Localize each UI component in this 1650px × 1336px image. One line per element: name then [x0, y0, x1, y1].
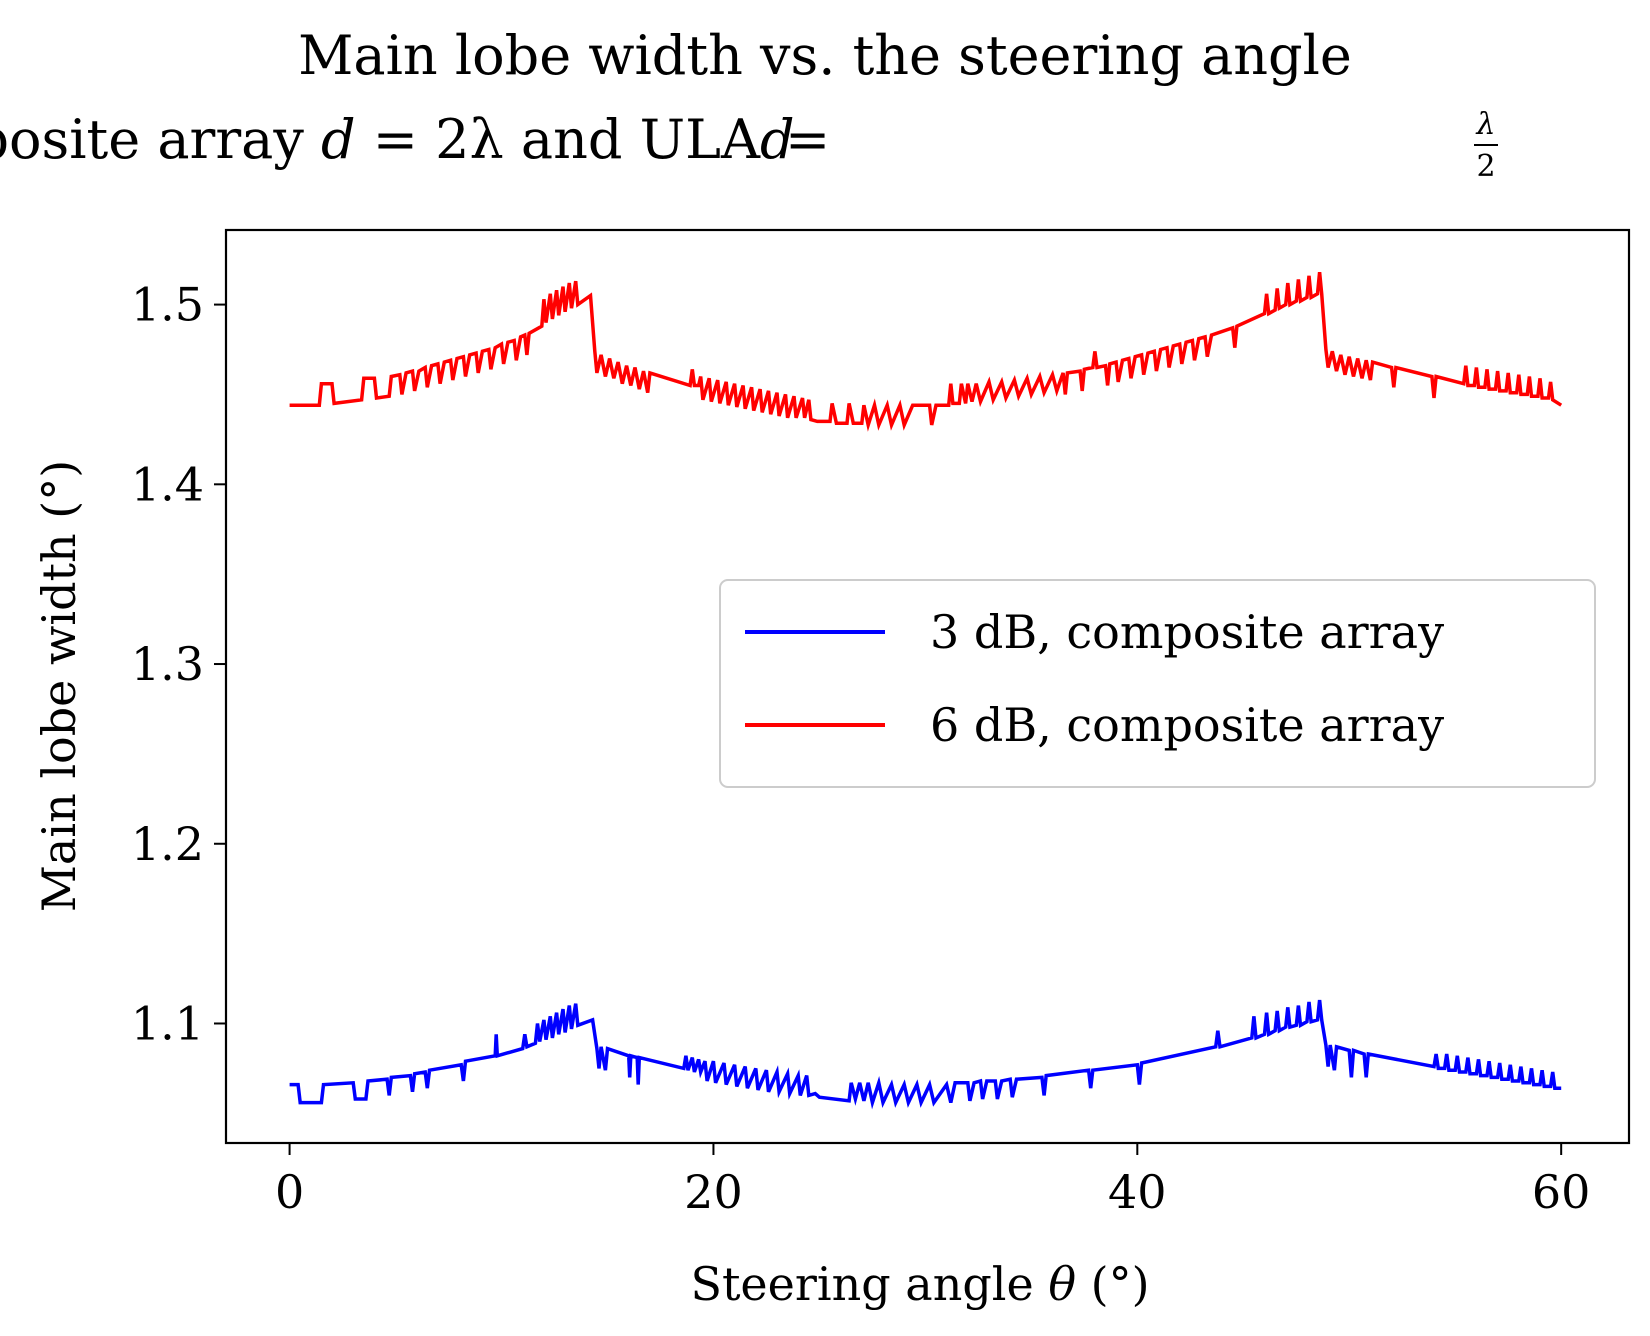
series-line-3db	[289, 999, 1562, 1110]
x-axis-label: Steering angle θ (°)	[690, 1257, 1149, 1311]
title-prefix: Composite array	[0, 108, 321, 171]
y-tick-label: 1.1	[131, 996, 204, 1050]
series-line-6db	[289, 272, 1563, 432]
x-tick-label: 40	[1108, 1165, 1167, 1219]
plot-frame	[224, 228, 1631, 1145]
legend: 3 dB, composite array 6 dB, composite ar…	[719, 579, 1596, 788]
y-axis-ticks: 1.1 1.2 1.3 1.4 1.5	[131, 278, 226, 1050]
y-axis-label: Main lobe width (°)	[32, 460, 86, 912]
title-math-d: d	[321, 108, 356, 171]
legend-box	[719, 579, 1596, 788]
legend-label-6db: 6 dB, composite array	[930, 698, 1444, 752]
title-frac-numerator: λ	[1475, 107, 1495, 142]
y-tick-label: 1.2	[131, 817, 204, 871]
x-tick-label: 60	[1532, 1165, 1591, 1219]
x-tick-label: 20	[684, 1165, 743, 1219]
title-equals: =	[785, 108, 830, 171]
chart-title-line1: Main lobe width vs. the steering angle	[298, 24, 1352, 87]
chart-title-line2: Composite array d = 2λ and ULA d = λ 2	[0, 107, 1498, 184]
title-frac-denominator: 2	[1476, 149, 1495, 184]
y-tick-label: 1.5	[131, 278, 204, 332]
y-tick-label: 1.3	[131, 637, 204, 691]
y-tick-label: 1.4	[131, 457, 204, 511]
legend-label-3db: 3 dB, composite array	[930, 605, 1444, 659]
svg-text:Composite array d = 2λ and ULA: Composite array d = 2λ and ULA	[0, 108, 761, 171]
x-axis-ticks: 0 20 40 60	[275, 1143, 1591, 1219]
title-equation: = 2λ and ULA	[356, 108, 761, 171]
series-group	[289, 272, 1563, 1110]
x-tick-label: 0	[275, 1165, 304, 1219]
title-math-d-2: d	[760, 108, 795, 171]
